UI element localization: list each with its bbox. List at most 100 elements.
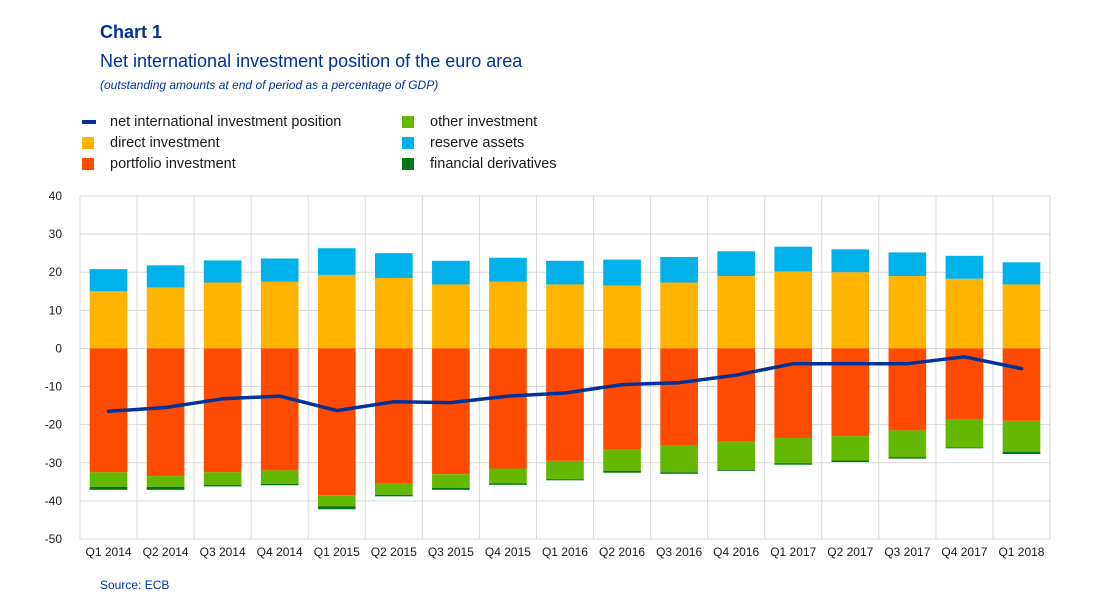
net-position-point [335,409,339,413]
bar-other [717,441,756,470]
bar-direct [203,282,242,349]
y-tick-label: -10 [45,380,63,394]
bar-derivatives [831,460,870,463]
net-position-point [392,400,396,404]
bar-direct [317,274,356,349]
bar-reserve [660,256,698,283]
y-tick-label: 0 [55,341,62,355]
bar-derivatives [603,470,641,473]
legend-item-reserve: reserve assets [402,133,524,153]
bar-reserve [1002,262,1041,285]
legend-swatch-portfolio [82,158,94,170]
net-position-point [677,381,681,385]
x-tick-label: Q3 2017 [884,545,930,559]
bar-reserve [831,249,870,273]
y-tick-label: 10 [49,303,63,317]
bar-other [660,445,698,473]
bar-derivatives [1002,451,1041,455]
legend-swatch-other [402,116,414,128]
bar-direct [89,291,128,349]
bar-derivatives [546,479,584,481]
bar-other [774,438,813,464]
bar-reserve [489,257,527,282]
net-position-point [221,397,225,401]
bar-direct [489,281,527,349]
bar-reserve [203,260,242,283]
bar-portfolio [146,348,185,477]
legend: net international investment position di… [82,112,602,178]
x-tick-label: Q4 2017 [941,545,987,559]
bar-derivatives [432,487,470,490]
bar-derivatives [945,447,984,449]
bar-direct [774,271,813,349]
x-tick-label: Q4 2015 [485,545,531,559]
net-position-point [506,394,510,398]
bar-portfolio [489,348,527,469]
bar-derivatives [203,484,242,487]
bar-other [1002,420,1041,452]
bar-other [317,495,356,507]
bar-derivatives [317,506,356,510]
x-tick-label: Q2 2017 [827,545,873,559]
bar-other [945,418,984,448]
bar-portfolio [1002,348,1041,421]
bar-derivatives [660,472,698,474]
bar-other [888,430,927,458]
bar-portfolio [660,348,698,446]
bar-other [603,449,641,471]
bar-direct [374,277,413,349]
bar-direct [603,285,641,349]
source-note: Source: ECB [100,578,170,592]
y-tick-label: -50 [45,532,63,546]
bar-portfolio [374,348,413,484]
bar-direct [546,284,584,349]
bar-other [432,474,470,488]
net-position-point [848,362,852,366]
bar-portfolio [260,348,299,471]
chart-subtitle: (outstanding amounts at end of period as… [100,78,439,92]
bar-other [260,470,299,484]
bar-reserve [888,252,927,277]
bar-portfolio [203,348,242,473]
net-position-point [734,373,738,377]
net-position-point [164,406,168,410]
y-tick-label: 20 [49,265,63,279]
bar-portfolio [603,348,641,450]
legend-label-other: other investment [430,114,538,130]
bar-derivatives [260,483,299,486]
x-tick-label: Q1 2014 [86,545,132,559]
x-tick-label: Q3 2015 [428,545,474,559]
bar-direct [146,287,185,349]
y-tick-label: 30 [49,227,63,241]
bar-other [203,472,242,485]
legend-label-direct: direct investment [110,135,220,151]
x-tick-label: Q1 2018 [998,545,1044,559]
bar-reserve [146,265,185,288]
x-tick-label: Q1 2017 [770,545,816,559]
bar-derivatives [717,469,756,471]
bar-derivatives [89,486,128,490]
x-tick-label: Q4 2014 [257,545,303,559]
net-position-point [1019,367,1023,371]
bar-other [374,483,413,495]
x-tick-label: Q1 2015 [314,545,360,559]
net-position-point [791,362,795,366]
legend-swatch-direct [82,137,94,149]
bar-direct [660,282,698,349]
x-tick-label: Q3 2014 [200,545,246,559]
legend-swatch-derivatives [402,158,414,170]
legend-item-derivatives: financial derivatives [402,154,557,174]
bar-other [89,472,128,487]
bar-derivatives [374,494,413,497]
x-tick-label: Q1 2016 [542,545,588,559]
y-tick-label: 40 [49,189,63,203]
x-tick-label: Q2 2016 [599,545,645,559]
legend-item-direct: direct investment [82,133,220,153]
chart-title: Net international investment position of… [100,51,523,71]
bar-reserve [945,255,984,279]
bar-reserve [774,246,813,272]
y-tick-label: -40 [45,494,63,508]
legend-swatch-reserve [402,137,414,149]
legend-label-net: net international investment position [110,114,342,130]
